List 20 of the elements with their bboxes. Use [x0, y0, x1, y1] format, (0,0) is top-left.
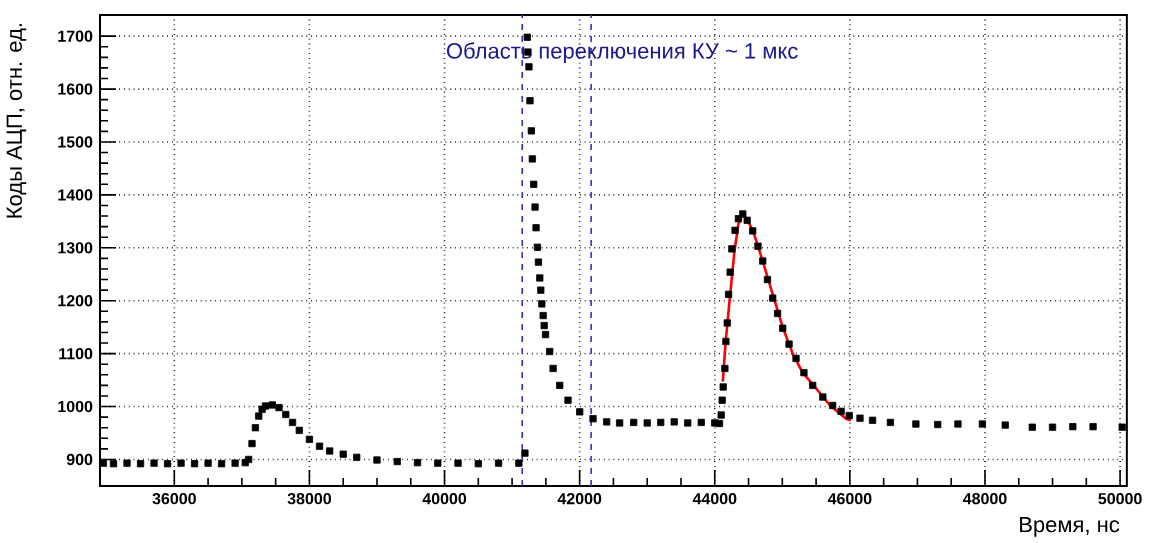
x-tick-label: 36000	[152, 492, 196, 505]
y-axis-title: Коды АЦП, отн. ед.	[6, 23, 27, 218]
y-tick-label: 1500	[58, 136, 93, 148]
y-tick-label: 1200	[58, 294, 93, 307]
y-tick-label: 1100	[59, 347, 93, 360]
y-tick-label: 1300	[58, 241, 93, 254]
x-tick-label: 42000	[557, 492, 602, 505]
x-tick-label: 38000	[287, 492, 331, 505]
y-tick-label: 1600	[58, 83, 93, 95]
x-tick-label: 46000	[827, 492, 872, 505]
x-tick-label: 44000	[692, 492, 737, 505]
x-tick-label: 48000	[962, 492, 1007, 505]
annotation: Область переключения КУ ~ 1 мкс	[446, 42, 798, 63]
y-tick-label: 1700	[58, 30, 93, 42]
x-tick-label: 50000	[1098, 492, 1142, 505]
y-tick-label: 1000	[58, 400, 93, 413]
x-axis-title: Время, нс	[1020, 516, 1120, 537]
x-tick-label: 40000	[422, 492, 467, 505]
y-tick-label: 900	[66, 453, 93, 465]
y-tick-label: 1400	[58, 189, 93, 201]
